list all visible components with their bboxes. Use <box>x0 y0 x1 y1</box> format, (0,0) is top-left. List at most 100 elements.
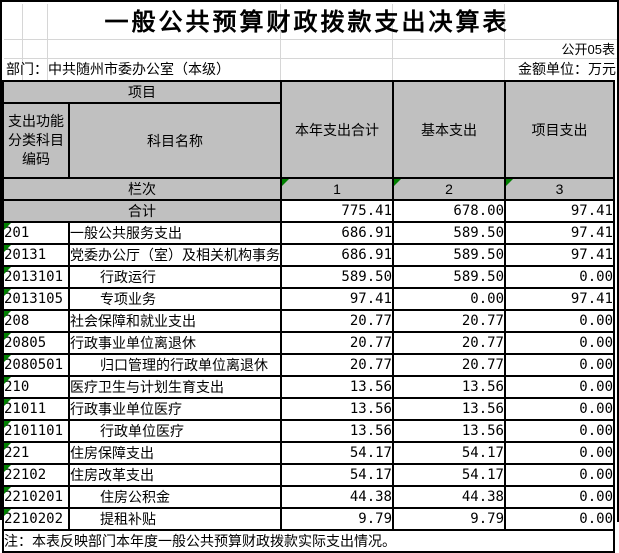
total-expenditure-cell[interactable]: 44.38 <box>280 485 394 509</box>
subject-code: 2013105 <box>4 291 64 307</box>
subject-code-cell[interactable]: 2101101 <box>2 419 70 443</box>
total-value-cell[interactable]: 97.41 <box>504 199 615 223</box>
gridline <box>47 4 48 80</box>
subject-code-cell[interactable]: 2013101 <box>2 265 70 289</box>
subject-name-cell[interactable]: 行政运行 <box>68 265 282 289</box>
total-expenditure-cell[interactable]: 54.17 <box>280 463 394 487</box>
error-flag-triangle-icon <box>5 400 11 406</box>
error-flag-triangle-icon <box>5 488 11 494</box>
project-expenditure-cell[interactable]: 0.00 <box>504 419 615 443</box>
project-header-cell[interactable]: 项目 <box>2 80 282 104</box>
total-expenditure-cell[interactable]: 54.17 <box>280 441 394 465</box>
subject-code-cell[interactable]: 210 <box>2 375 70 399</box>
column-index-cell-2[interactable]: 2 <box>392 177 506 201</box>
basic-expenditure-cell[interactable]: 9.79 <box>392 507 506 531</box>
column-index-cell-3[interactable]: 3 <box>504 177 615 201</box>
total-expenditure-cell[interactable]: 13.56 <box>280 419 394 443</box>
basic-expenditure-cell[interactable]: 589.50 <box>392 221 506 245</box>
subject-name: 住房改革支出 <box>70 467 154 483</box>
table-row: 22102 住房改革支出 54.17 54.17 0.00 <box>2 463 615 487</box>
project-expenditure-cell[interactable]: 97.41 <box>504 243 615 267</box>
total-expenditure-cell[interactable]: 20.77 <box>280 309 394 333</box>
col-header-subject-name[interactable]: 科目名称 <box>68 102 282 179</box>
project-expenditure-cell[interactable]: 0.00 <box>504 485 615 509</box>
total-expenditure-cell[interactable]: 20.77 <box>280 353 394 377</box>
subject-code: 2101101 <box>4 423 64 439</box>
project-expenditure-cell[interactable]: 97.41 <box>504 287 615 311</box>
basic-expenditure-cell[interactable]: 13.56 <box>392 419 506 443</box>
col-header-project-expenditure[interactable]: 项目支出 <box>504 80 615 179</box>
subject-code: 2210201 <box>4 489 64 505</box>
project-expenditure-cell[interactable]: 0.00 <box>504 507 615 531</box>
total-expenditure-cell[interactable]: 97.41 <box>280 287 394 311</box>
gridline <box>280 4 281 80</box>
project-expenditure-cell[interactable]: 0.00 <box>504 265 615 289</box>
subject-name-cell[interactable]: 归口管理的行政单位离退休 <box>68 353 282 377</box>
column-index-1: 1 <box>333 181 341 197</box>
subject-code: 208 <box>4 313 30 329</box>
basic-expenditure-cell[interactable]: 589.50 <box>392 265 506 289</box>
subject-code-cell[interactable]: 20805 <box>2 331 70 355</box>
total-expenditure-cell[interactable]: 686.91 <box>280 243 394 267</box>
col-header-total-expenditure[interactable]: 本年支出合计 <box>280 80 394 179</box>
subject-name-cell[interactable]: 一般公共服务支出 <box>68 221 282 245</box>
subject-code-cell[interactable]: 22102 <box>2 463 70 487</box>
subject-code-cell[interactable]: 201 <box>2 221 70 245</box>
col-header-basic-expenditure[interactable]: 基本支出 <box>392 80 506 179</box>
subject-name-cell[interactable]: 提租补贴 <box>68 507 282 531</box>
subject-name-cell[interactable]: 住房改革支出 <box>68 463 282 487</box>
error-flag-triangle-icon <box>5 290 11 296</box>
column-index-cell-1[interactable]: 1 <box>280 177 394 201</box>
subject-name-cell[interactable]: 党委办公厅（室）及相关机构事务 <box>68 243 282 267</box>
subject-name-cell[interactable]: 行政事业单位离退休 <box>68 331 282 355</box>
subject-code-cell[interactable]: 2013105 <box>2 287 70 311</box>
basic-expenditure-cell[interactable]: 54.17 <box>392 463 506 487</box>
subject-code-cell[interactable]: 221 <box>2 441 70 465</box>
table-row: 2013101 行政运行 589.50 589.50 0.00 <box>2 265 615 289</box>
basic-expenditure-cell[interactable]: 44.38 <box>392 485 506 509</box>
total-value-cell[interactable]: 775.41 <box>280 199 394 223</box>
basic-expenditure-cell[interactable]: 20.77 <box>392 331 506 355</box>
error-flag-triangle-icon <box>507 180 513 186</box>
total-expenditure-cell[interactable]: 9.79 <box>280 507 394 531</box>
total-expenditure-cell[interactable]: 13.56 <box>280 375 394 399</box>
col-header-function-code[interactable]: 支出功能分类科目编码 <box>2 102 70 179</box>
project-expenditure-cell[interactable]: 0.00 <box>504 309 615 333</box>
subject-name-cell[interactable]: 社会保障和就业支出 <box>68 309 282 333</box>
subject-code-cell[interactable]: 208 <box>2 309 70 333</box>
basic-expenditure-cell[interactable]: 20.77 <box>392 309 506 333</box>
basic-expenditure-cell[interactable]: 13.56 <box>392 375 506 399</box>
subject-code-cell[interactable]: 2210202 <box>2 507 70 531</box>
subject-code-cell[interactable]: 2080501 <box>2 353 70 377</box>
basic-expenditure-cell[interactable]: 54.17 <box>392 441 506 465</box>
project-expenditure-cell[interactable]: 0.00 <box>504 375 615 399</box>
project-expenditure-cell[interactable]: 0.00 <box>504 331 615 355</box>
subject-name-cell[interactable]: 住房保障支出 <box>68 441 282 465</box>
subject-name-cell[interactable]: 医疗卫生与计划生育支出 <box>68 375 282 399</box>
project-expenditure-cell[interactable]: 0.00 <box>504 441 615 465</box>
total-expenditure-cell[interactable]: 686.91 <box>280 221 394 245</box>
basic-expenditure-cell[interactable]: 0.00 <box>392 287 506 311</box>
project-expenditure-cell[interactable]: 0.00 <box>504 353 615 377</box>
subject-name-cell[interactable]: 专项业务 <box>68 287 282 311</box>
project-expenditure-cell[interactable]: 0.00 <box>504 463 615 487</box>
total-expenditure-cell[interactable]: 13.56 <box>280 397 394 421</box>
subject-code-cell[interactable]: 20131 <box>2 243 70 267</box>
basic-expenditure-cell[interactable]: 20.77 <box>392 353 506 377</box>
sheet-number-label: 公开05表 <box>561 42 615 57</box>
total-expenditure-cell[interactable]: 589.50 <box>280 265 394 289</box>
report-title: 一般公共预算财政拨款支出决算表 <box>104 9 510 36</box>
subject-code-cell[interactable]: 21011 <box>2 397 70 421</box>
total-value-cell[interactable]: 678.00 <box>392 199 506 223</box>
basic-expenditure-cell[interactable]: 589.50 <box>392 243 506 267</box>
subject-name-cell[interactable]: 住房公积金 <box>68 485 282 509</box>
subject-name-cell[interactable]: 行政单位医疗 <box>68 419 282 443</box>
total-label-cell[interactable]: 合计 <box>2 199 282 223</box>
project-expenditure-cell[interactable]: 97.41 <box>504 221 615 245</box>
subject-code-cell[interactable]: 2210201 <box>2 485 70 509</box>
lanci-label-cell[interactable]: 栏次 <box>2 177 282 201</box>
total-expenditure-cell[interactable]: 20.77 <box>280 331 394 355</box>
basic-expenditure-cell[interactable]: 13.56 <box>392 397 506 421</box>
project-expenditure-cell[interactable]: 0.00 <box>504 397 615 421</box>
subject-name-cell[interactable]: 行政事业单位医疗 <box>68 397 282 421</box>
